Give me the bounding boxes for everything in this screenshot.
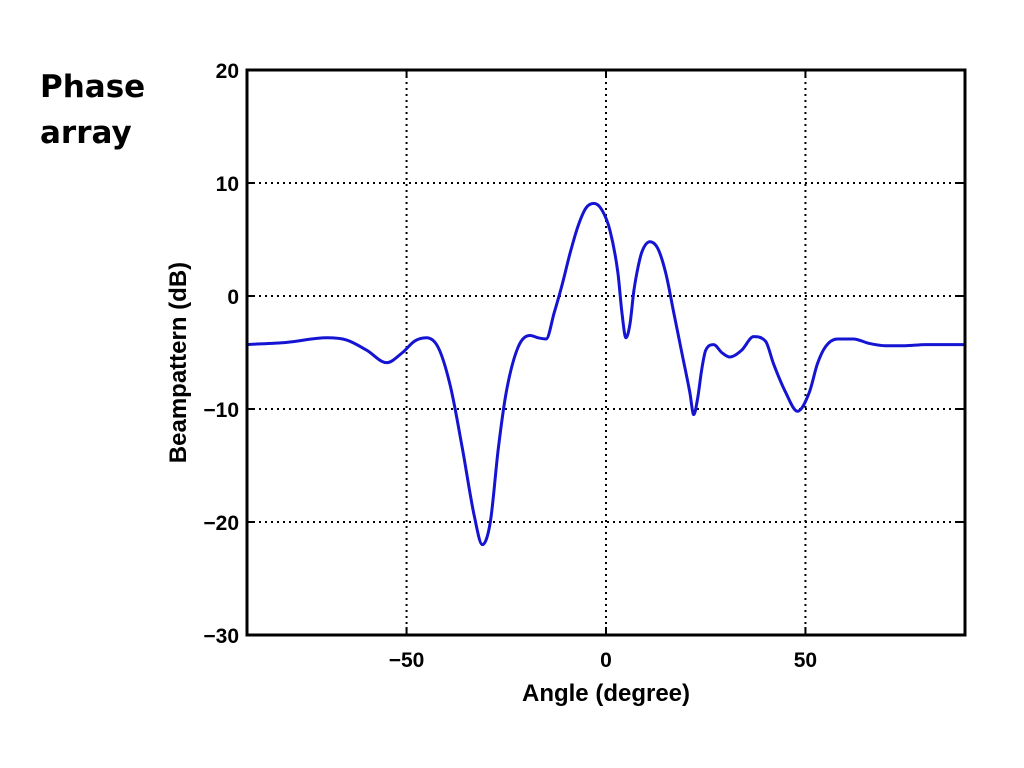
slide-title-line-1: Phase xyxy=(40,69,146,105)
y-tick-label: 0 xyxy=(227,286,239,309)
y-tick-label: 20 xyxy=(216,60,239,83)
slide-title-line-2: array xyxy=(40,115,132,151)
y-tick-label: −30 xyxy=(203,625,239,648)
y-axis-title: Beampattern (dB) xyxy=(165,262,192,463)
axis-ticks xyxy=(247,69,965,636)
x-tick-label: 50 xyxy=(794,649,817,672)
beampattern-series-line xyxy=(245,201,967,547)
x-tick-label: 0 xyxy=(600,649,612,672)
y-tick-label: −20 xyxy=(203,512,239,535)
tick-labels: −50 0 50 −30 −20 −10 0 10 20 xyxy=(203,60,817,672)
slide-title: Phase array xyxy=(40,64,170,156)
grid-lines xyxy=(247,70,965,635)
y-tick-label: −10 xyxy=(203,399,239,422)
y-tick-label: 10 xyxy=(216,173,239,196)
plot-area xyxy=(245,201,967,547)
x-tick-label: −50 xyxy=(389,649,425,672)
x-axis-title: Angle (degree) xyxy=(522,680,690,707)
